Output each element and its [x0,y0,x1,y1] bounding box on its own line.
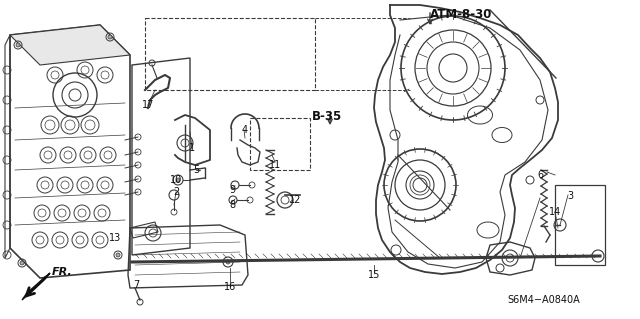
Circle shape [226,260,230,264]
Text: 13: 13 [109,233,121,243]
Text: S6M4−A0840A: S6M4−A0840A [508,295,580,305]
Text: 7: 7 [133,280,139,290]
Text: 16: 16 [224,282,236,292]
Polygon shape [22,273,50,300]
Text: 8: 8 [229,200,235,210]
Circle shape [20,261,24,265]
Circle shape [176,178,180,182]
Text: 11: 11 [269,160,281,170]
Text: 3: 3 [567,191,573,201]
Circle shape [116,253,120,257]
Circle shape [69,89,81,101]
Text: 5: 5 [193,165,199,175]
Text: B-35: B-35 [312,110,342,123]
Circle shape [16,43,20,47]
Text: 12: 12 [289,195,301,205]
Text: FR.: FR. [52,267,73,277]
Text: 1: 1 [189,143,195,153]
Text: 10: 10 [170,175,182,185]
Text: 15: 15 [368,270,380,280]
Polygon shape [10,25,130,65]
Text: 9: 9 [229,185,235,195]
Text: 2: 2 [173,187,179,197]
Circle shape [108,35,112,39]
Text: 14: 14 [549,207,561,217]
Text: 17: 17 [142,100,154,110]
Text: ATM-8-30: ATM-8-30 [430,8,492,21]
Text: 6: 6 [537,170,543,180]
Text: 4: 4 [242,125,248,135]
